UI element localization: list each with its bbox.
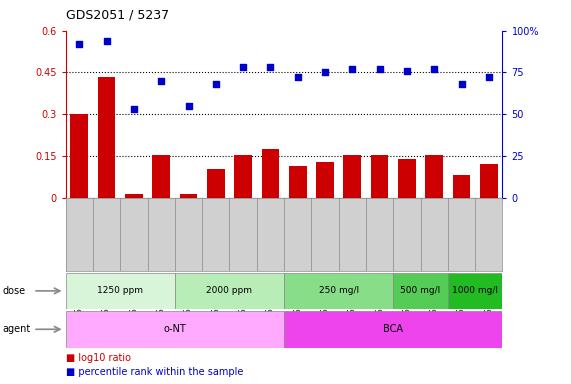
Point	[375, 66, 384, 72]
Text: agent: agent	[3, 324, 31, 334]
Point	[457, 81, 466, 87]
Bar	[98, 77, 115, 198]
Bar	[262, 149, 279, 198]
Text: BCA: BCA	[383, 324, 403, 334]
Text: ■ percentile rank within the sample: ■ percentile rank within the sample	[66, 367, 243, 377]
Text: o-NT: o-NT	[163, 324, 186, 334]
Text: 500 mg/l: 500 mg/l	[400, 286, 441, 295]
Point	[266, 65, 275, 71]
Text: dose: dose	[3, 286, 26, 296]
Point	[102, 38, 111, 44]
Bar	[425, 155, 443, 198]
Point	[75, 41, 84, 47]
Bar	[284, 311, 502, 348]
Point	[211, 81, 220, 87]
Point	[239, 65, 248, 71]
Bar	[125, 194, 143, 198]
Text: ■ log10 ratio: ■ log10 ratio	[66, 353, 131, 363]
Point	[429, 66, 439, 72]
Bar	[66, 273, 175, 309]
Point	[293, 74, 302, 81]
Bar	[175, 273, 284, 309]
Point	[184, 103, 193, 109]
Bar	[393, 273, 448, 309]
Bar	[448, 273, 502, 309]
Bar	[207, 169, 225, 198]
Point	[320, 70, 329, 76]
Text: 1000 mg/l: 1000 mg/l	[452, 286, 498, 295]
Bar	[66, 311, 284, 348]
Text: 1250 ppm: 1250 ppm	[97, 286, 143, 295]
Bar	[289, 166, 307, 198]
Point	[403, 68, 412, 74]
Bar	[284, 273, 393, 309]
Bar	[453, 175, 471, 198]
Point	[130, 106, 139, 112]
Point	[348, 66, 357, 72]
Point	[484, 74, 493, 81]
Bar	[371, 155, 388, 198]
Bar	[343, 155, 361, 198]
Bar	[180, 194, 198, 198]
Bar	[480, 164, 498, 198]
Text: GDS2051 / 5237: GDS2051 / 5237	[66, 8, 169, 21]
Point	[156, 78, 166, 84]
Bar	[316, 162, 334, 198]
Text: 250 mg/l: 250 mg/l	[319, 286, 359, 295]
Bar	[70, 114, 88, 198]
Bar	[398, 159, 416, 198]
Bar	[234, 155, 252, 198]
Bar	[152, 155, 170, 198]
Text: 2000 ppm: 2000 ppm	[207, 286, 252, 295]
